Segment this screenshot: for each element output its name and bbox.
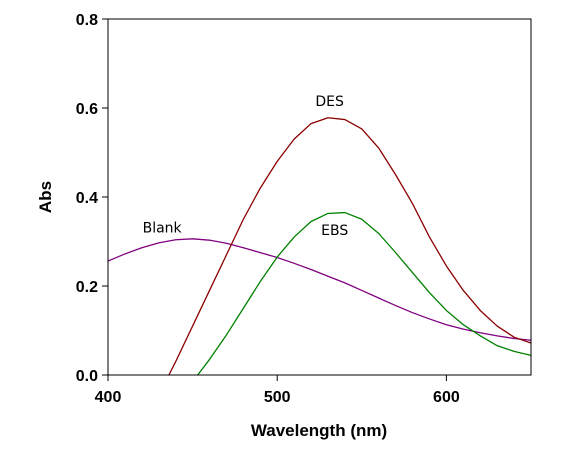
series-line-ebs bbox=[197, 211, 532, 376]
x-tick-label-0: 400 bbox=[95, 389, 122, 406]
y-tick-label-3: 0.6 bbox=[76, 101, 98, 118]
annotation-layer: Blank DES EBS bbox=[143, 94, 349, 239]
curve-label-blank: Blank bbox=[143, 221, 183, 237]
x-tick-label-2: 600 bbox=[433, 389, 460, 406]
curve-label-des: DES bbox=[315, 94, 344, 110]
y-axis-title: Abs bbox=[36, 181, 55, 213]
y-tick-label-4: 0.8 bbox=[76, 12, 98, 29]
x-tick-label-1: 500 bbox=[264, 389, 291, 406]
y-tick-label-1: 0.2 bbox=[76, 279, 98, 296]
series-layer bbox=[107, 117, 532, 376]
curve-label-ebs: EBS bbox=[321, 223, 348, 239]
series-line-blank bbox=[107, 238, 532, 341]
y-tick-label-2: 0.4 bbox=[76, 190, 98, 207]
series-line-des bbox=[168, 117, 532, 376]
y-tick-label-0: 0.0 bbox=[76, 368, 98, 385]
axis-layer: 400 500 600 0.0 0.2 0.4 0.6 0.8 bbox=[76, 12, 460, 406]
x-axis-title: Wavelength (nm) bbox=[251, 421, 387, 440]
